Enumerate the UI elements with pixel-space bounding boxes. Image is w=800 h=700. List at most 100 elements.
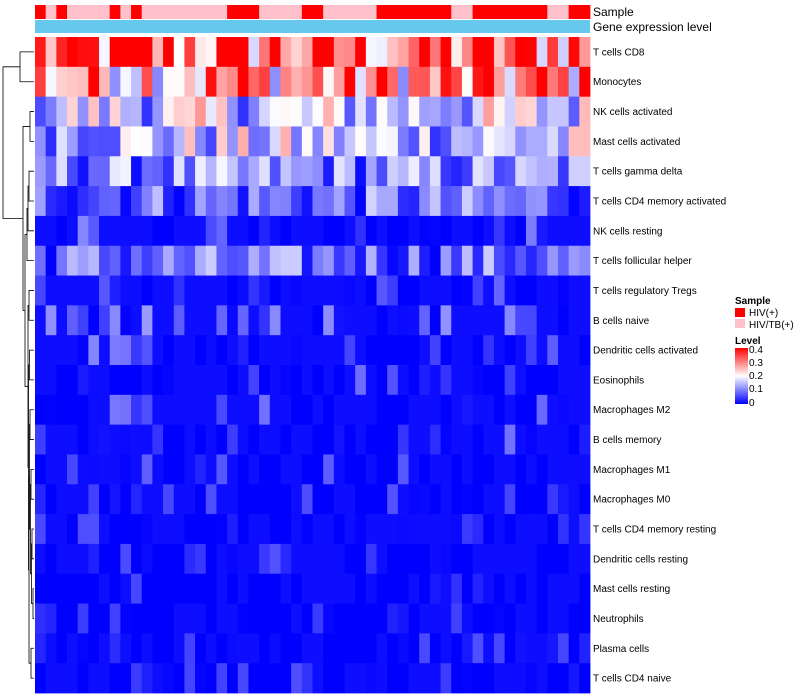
heatmap-cell <box>163 603 175 634</box>
heatmap-cell <box>451 365 463 396</box>
heatmap-cell <box>557 126 570 157</box>
heatmap-cell <box>355 126 367 157</box>
heatmap-cell <box>419 156 431 187</box>
heatmap-cell <box>163 245 175 276</box>
sample-annotation-cell <box>376 5 388 19</box>
heatmap-cell <box>472 454 484 485</box>
sample-annotation-cell <box>248 5 260 19</box>
heatmap-cell <box>280 633 292 664</box>
heatmap-cell <box>141 66 153 98</box>
heatmap-cell <box>259 96 271 127</box>
heatmap-cell <box>120 37 132 68</box>
heatmap-cell <box>301 37 313 68</box>
heatmap-cell <box>355 215 367 247</box>
heatmap-cell <box>397 305 409 336</box>
heatmap-cell <box>344 365 356 396</box>
heatmap-cell <box>173 156 185 187</box>
heatmap-cell <box>184 394 196 426</box>
heatmap-cell <box>173 633 185 664</box>
heatmap-cell <box>301 543 313 575</box>
heatmap-cell <box>269 335 281 366</box>
heatmap-cell <box>408 156 420 187</box>
heatmap-cell <box>77 215 89 247</box>
heatmap-cell <box>397 66 409 98</box>
heatmap-cell <box>88 573 100 604</box>
heatmap-cell <box>419 365 431 396</box>
heatmap-cell <box>557 365 570 396</box>
heatmap-cell <box>419 126 431 157</box>
heatmap-cell <box>152 543 164 575</box>
heatmap-cell <box>237 126 249 157</box>
heatmap-cell <box>451 633 463 664</box>
heatmap-cell <box>440 484 452 515</box>
heatmap-cell <box>163 156 175 187</box>
sample-annotation-cell <box>397 5 409 19</box>
heatmap-cell <box>205 514 217 545</box>
heatmap-cell <box>67 633 79 664</box>
heatmap-cell <box>173 663 185 694</box>
heatmap-cell <box>547 156 559 187</box>
heatmap-cell <box>269 305 281 336</box>
heatmap-cell <box>67 186 79 217</box>
heatmap-cell <box>515 663 527 694</box>
heatmap-cell <box>173 66 185 98</box>
heatmap-cell <box>440 663 452 694</box>
heatmap-cell <box>67 573 79 604</box>
heatmap-cell <box>419 215 431 247</box>
heatmap-cell <box>205 663 217 694</box>
heatmap-cell <box>557 215 570 247</box>
sample-annotation-cell <box>483 5 495 19</box>
heatmap-cell <box>99 603 111 634</box>
heatmap-cell <box>504 454 516 485</box>
heatmap-cell <box>301 66 313 98</box>
heatmap-cell <box>227 573 239 604</box>
heatmap-cell <box>536 215 548 247</box>
heatmap-cell <box>227 156 239 187</box>
sample-annotation-cell <box>387 5 399 19</box>
heatmap-cell <box>280 215 292 247</box>
heatmap-cell <box>504 484 516 515</box>
sample-annotation-cell <box>440 5 452 19</box>
heatmap-cell <box>216 305 228 336</box>
heatmap-cell <box>504 543 516 575</box>
sample-legend: Sample HIV(+) HIV/TB(+) <box>735 296 794 331</box>
heatmap-cell <box>440 573 452 604</box>
heatmap-cell <box>451 424 463 455</box>
heatmap-cell <box>568 37 580 68</box>
heatmap-cell <box>440 66 452 98</box>
heatmap-cell <box>195 215 207 247</box>
heatmap-cell <box>280 245 292 276</box>
heatmap-cell <box>557 454 570 485</box>
heatmap-cell <box>472 633 484 664</box>
heatmap-cell <box>515 603 527 634</box>
heatmap-cell <box>387 603 399 634</box>
heatmap-cell <box>451 66 463 98</box>
heatmap-cell <box>493 335 506 366</box>
heatmap-cell <box>227 633 239 664</box>
heatmap-cell <box>269 484 281 515</box>
heatmap-cell <box>419 484 431 515</box>
heatmap-cell <box>333 215 345 247</box>
heatmap-cell <box>408 305 420 336</box>
heatmap-cell <box>291 305 303 336</box>
heatmap-cell <box>536 424 548 455</box>
heatmap-cell <box>408 96 420 127</box>
heatmap-cell <box>152 215 164 247</box>
heatmap-cell <box>419 543 431 575</box>
heatmap-cell <box>429 275 441 306</box>
heatmap-cell <box>77 156 89 187</box>
heatmap-cell <box>312 335 324 366</box>
heatmap-cell <box>387 126 399 157</box>
heatmap-cell <box>141 543 153 575</box>
heatmap-cell <box>35 275 47 306</box>
heatmap-cell <box>525 37 538 68</box>
heatmap-cell <box>280 603 292 634</box>
row-label: Macrophages M2 <box>593 405 671 416</box>
heatmap-cell <box>504 573 516 604</box>
heatmap-cell <box>323 603 335 634</box>
heatmap-cell <box>195 37 207 68</box>
heatmap-cell <box>440 215 452 247</box>
heatmap-cell <box>259 37 271 68</box>
heatmap-cell <box>568 305 580 336</box>
heatmap-cell <box>280 96 292 127</box>
